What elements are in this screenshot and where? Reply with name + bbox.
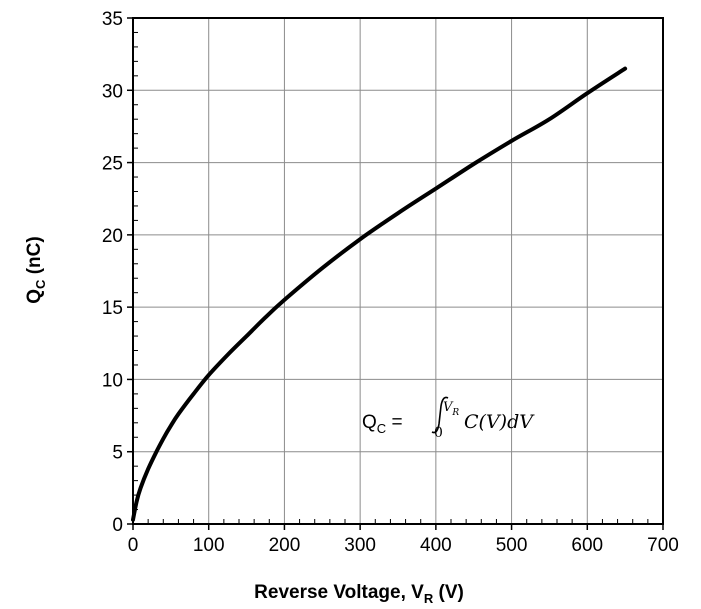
y-axis-title: QC (nC) — [24, 236, 48, 303]
integral-upper-limit-main: V — [443, 400, 454, 415]
series-layer — [131, 66, 628, 522]
y-tick-label: 20 — [102, 226, 123, 247]
y-axis-ticks: 0 5 10 15 20 25 30 35 — [102, 9, 133, 536]
y-tick-label: 25 — [102, 154, 123, 175]
equation-equals: = — [386, 412, 402, 433]
integral-upper-limit-subscript: R — [451, 408, 459, 418]
equation-integrand: C(V)dV — [464, 411, 535, 433]
equation-annotation: QC = 0 VR C(V)dV — [362, 396, 535, 441]
equation-lhs-subscript: C — [377, 421, 386, 436]
integral-sign — [431, 396, 449, 434]
integral-upper-limit: VR — [443, 400, 459, 418]
x-axis-title-unit: (V) — [433, 582, 464, 603]
x-axis-title-main: Reverse Voltage, V — [254, 582, 424, 603]
y-axis-title-main: Q — [24, 289, 45, 304]
y-axis-title-subscript: C — [33, 279, 48, 289]
x-tick-label: 500 — [496, 535, 528, 556]
equation-lhs: QC = — [362, 412, 403, 436]
y-tick-label: 0 — [112, 515, 123, 536]
x-tick-label: 200 — [269, 535, 301, 556]
x-axis-title: Reverse Voltage, VR (V) — [254, 582, 464, 606]
x-tick-label: 700 — [647, 535, 679, 556]
x-tick-label: 600 — [571, 535, 603, 556]
series-line — [131, 66, 628, 522]
x-tick-label: 300 — [344, 535, 376, 556]
y-tick-label: 35 — [102, 9, 123, 30]
x-axis-title-subscript: R — [424, 591, 434, 606]
x-tick-label: 100 — [193, 535, 225, 556]
plot-frame — [132, 17, 664, 525]
x-axis-ticks: 0 100 200 300 400 500 600 700 — [128, 524, 679, 556]
y-axis-title-unit: (nC) — [24, 236, 45, 279]
y-tick-label: 5 — [112, 443, 123, 464]
y-tick-label: 15 — [102, 298, 123, 319]
integral-lower-limit: 0 — [434, 425, 443, 441]
equation-lhs-main: Q — [362, 412, 377, 433]
y-tick-label: 30 — [102, 81, 123, 102]
grid-lines — [133, 18, 663, 524]
x-tick-label: 0 — [128, 535, 139, 556]
x-tick-label: 400 — [420, 535, 452, 556]
y-tick-label: 10 — [102, 370, 123, 391]
